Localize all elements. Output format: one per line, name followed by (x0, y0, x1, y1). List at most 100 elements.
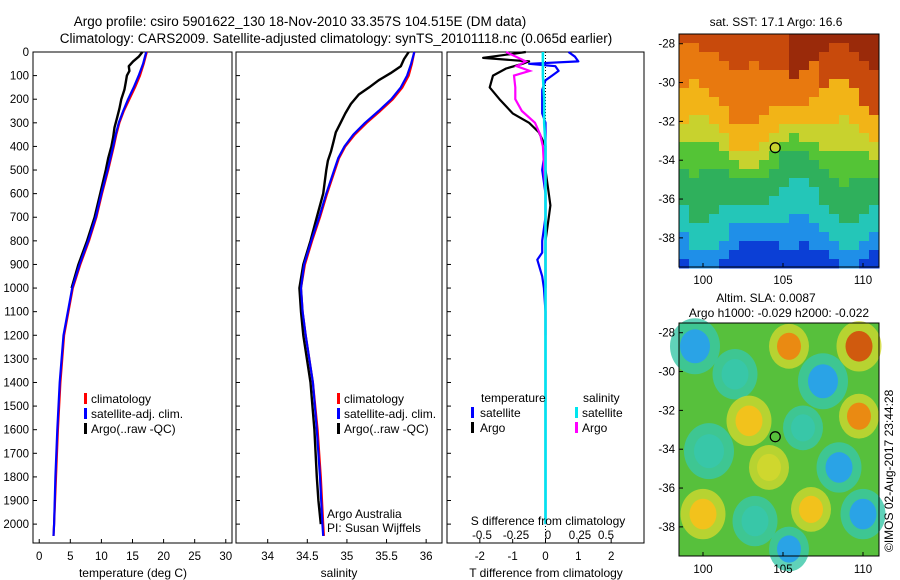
sst-cell (769, 160, 780, 170)
sst-cell (679, 97, 690, 107)
sst-cell (829, 70, 840, 80)
sst-cell (869, 79, 880, 89)
sst-cell (759, 70, 770, 80)
sst-cell (739, 142, 750, 152)
sst-cell (779, 34, 790, 44)
sst-cell (829, 106, 840, 116)
sst-cell (709, 232, 720, 242)
sst-cell (729, 106, 740, 116)
sst-cell (859, 61, 870, 71)
sst-cell (699, 232, 710, 242)
sst-cell (839, 115, 850, 125)
sst-cell (789, 259, 800, 269)
sst-cell (869, 241, 880, 251)
sst-cell (739, 214, 750, 224)
sst-cell (709, 169, 720, 179)
title-line-2: Climatology: CARS2009. Satellite-adjuste… (60, 31, 613, 46)
legend-swatch-climatology (84, 393, 87, 404)
sst-cell (809, 250, 820, 260)
lat-tick-label: -36 (658, 194, 675, 206)
sst-cell (749, 79, 760, 89)
sst-cell (799, 115, 810, 125)
sst-cell (779, 106, 790, 116)
sst-cell (749, 214, 760, 224)
sst-cell (819, 133, 830, 143)
temperature-axis: 0 5 10 15 20 25 30 (36, 539, 232, 563)
ssh-eddy (741, 505, 769, 537)
sst-cell (739, 151, 750, 161)
sst-cell (819, 43, 830, 53)
sst-cell (709, 61, 720, 71)
ssh-eddy (757, 453, 781, 482)
sst-cell (799, 205, 810, 215)
sst-cell (679, 106, 690, 116)
sst-cell (699, 43, 710, 53)
sst-cell (789, 241, 800, 251)
sst-cell (789, 79, 800, 89)
sst-cell (809, 124, 820, 134)
temperature-tick-label: 0 (36, 551, 42, 563)
sst-cell (679, 178, 690, 188)
legend-satellite: satellite-adj. clim. (91, 407, 183, 421)
sst-cell (739, 187, 750, 197)
sst-cell (799, 241, 810, 251)
sst-cell (749, 205, 760, 215)
sst-cell (809, 106, 820, 116)
sst-cell (839, 124, 850, 134)
ssh-eddy (777, 535, 801, 563)
sst-cell (819, 79, 830, 89)
title-line-1: Argo profile: csiro 5901622_130 18-Nov-2… (74, 14, 527, 29)
sst-cell (849, 79, 860, 89)
sst-cell (719, 214, 730, 224)
sst-cell (709, 160, 720, 170)
sst-cell (849, 142, 860, 152)
sst-cell (729, 160, 740, 170)
sst-cell (789, 160, 800, 170)
lat-tick-label: -38 (658, 233, 675, 245)
sst-cell (809, 214, 820, 224)
sst-cell (709, 196, 720, 206)
sst-cell (679, 250, 690, 260)
depth-tick-label: 700 (10, 212, 29, 224)
sst-cell (789, 61, 800, 71)
sst-cell (799, 259, 810, 269)
sst-cell (859, 169, 870, 179)
sst-cell (689, 214, 700, 224)
sst-cell (759, 187, 770, 197)
s-difference-axis: -0.5 -0.25 0 0.25 0.5 (472, 530, 614, 542)
sst-cell (789, 169, 800, 179)
sst-cell (839, 232, 850, 242)
sst-cell (799, 142, 810, 152)
sst-cell (829, 79, 840, 89)
sst-cell (719, 241, 730, 251)
sst-cell (809, 178, 820, 188)
sst-cell (859, 142, 870, 152)
sst-cell (829, 97, 840, 107)
sst-cell (689, 34, 700, 44)
ssh-eddy (847, 402, 871, 430)
sst-cell (829, 214, 840, 224)
sst-cell (679, 79, 690, 89)
ssh-eddy (845, 331, 873, 362)
sst-cell (849, 61, 860, 71)
sst-cell (809, 61, 820, 71)
sst-cell (729, 232, 740, 242)
sst-cell (759, 151, 770, 161)
lon-tick-label: 110 (854, 564, 872, 576)
sst-cell (839, 43, 850, 53)
ssh-eddy (694, 434, 724, 469)
sst-cell (729, 169, 740, 179)
sst-cell (689, 97, 700, 107)
sst-cell (709, 43, 720, 53)
temperature-tick-label: 20 (157, 551, 170, 563)
lat-tick-label: -28 (658, 328, 675, 340)
sst-cell (849, 259, 860, 269)
sst-cell (709, 223, 720, 233)
sst-cell (689, 79, 700, 89)
sst-cell (819, 115, 830, 125)
sst-cell (689, 250, 700, 260)
sst-cell (859, 214, 870, 224)
sst-cell (759, 250, 770, 260)
sst-cell (749, 259, 760, 269)
sst-cell (829, 250, 840, 260)
